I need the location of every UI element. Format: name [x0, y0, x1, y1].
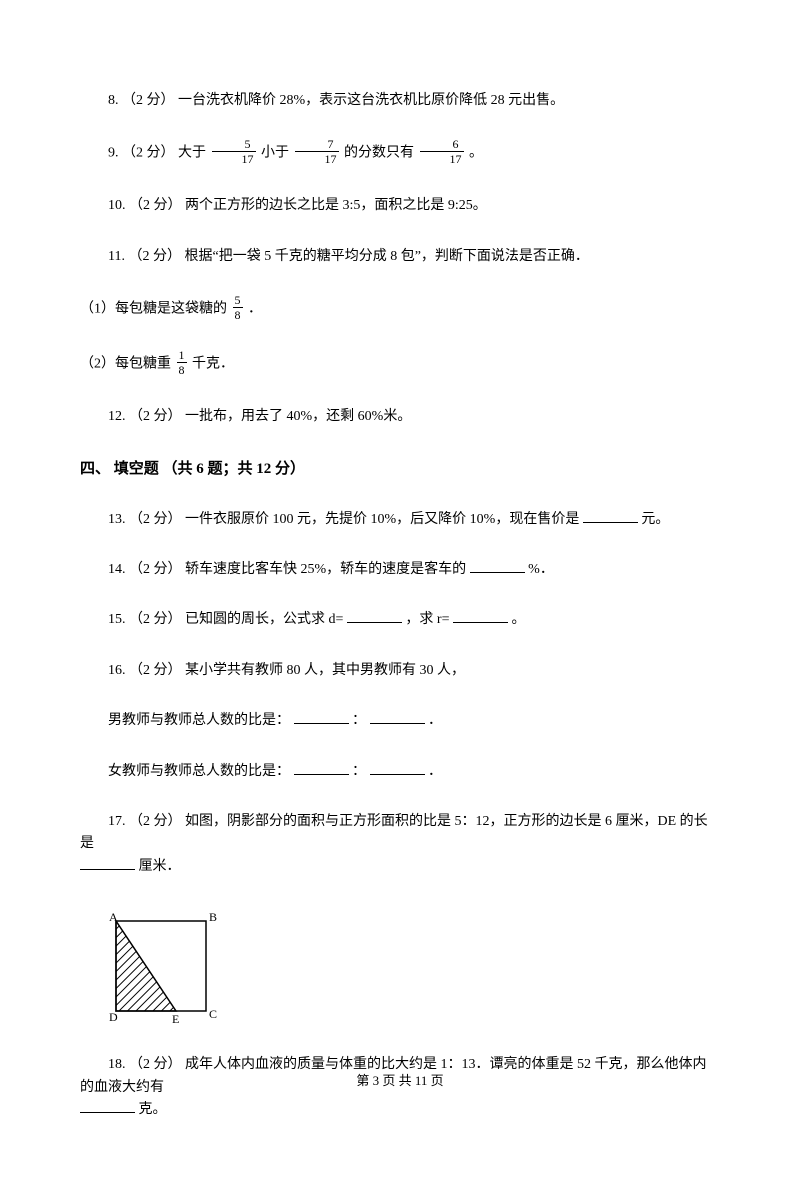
blank-input[interactable] — [470, 559, 525, 573]
question-16: 16. （2 分） 某小学共有教师 80 人，其中男教师有 30 人， — [80, 660, 720, 682]
svg-text:E: E — [172, 1012, 179, 1026]
q-text: ，求 r= — [405, 612, 449, 627]
q-text: 一台洗衣机降价 28%，表示这台洗衣机比原价降低 28 元出售。 — [178, 93, 564, 108]
q-text: 两个正方形的边长之比是 3:5，面积之比是 9:25。 — [185, 198, 487, 213]
q-text: 一批布，用去了 40%，还剩 60%米。 — [185, 409, 411, 424]
q-text: 根据“把一袋 5 千克的糖平均分成 8 包”，判断下面说法是否正确． — [184, 249, 588, 264]
blank-input[interactable] — [370, 761, 425, 775]
q-text: （1）每包糖是这袋糖的 — [80, 302, 231, 317]
q-text: ． — [428, 713, 442, 728]
q-points: （2 分） — [122, 93, 175, 108]
q-number: 13. — [108, 512, 129, 527]
blank-input[interactable] — [453, 609, 508, 623]
q-text: 。 — [469, 146, 483, 161]
q-text: 一件衣服原价 100 元，先提价 10%，后又降价 10%，现在售价是 — [185, 512, 579, 527]
blank-input[interactable] — [80, 856, 135, 870]
question-8: 8. （2 分） 一台洗衣机降价 28%，表示这台洗衣机比原价降低 28 元出售… — [80, 90, 720, 112]
question-17: 17. （2 分） 如图，阴影部分的面积与正方形面积的比是 5：12，正方形的边… — [80, 811, 720, 878]
q-text: 大于 — [178, 146, 210, 161]
question-11-1: （1）每包糖是这袋糖的 58 ． — [80, 296, 720, 323]
q-text: 千克． — [192, 357, 234, 372]
q-text: ： — [352, 713, 366, 728]
q-points: （2 分） — [129, 612, 182, 627]
q-number: 16. — [108, 663, 129, 678]
q-points: （2 分） — [129, 562, 182, 577]
blank-input[interactable] — [294, 710, 349, 724]
q-text: 某小学共有教师 80 人，其中男教师有 30 人， — [185, 663, 465, 678]
q-number: 14. — [108, 562, 129, 577]
q-text: %． — [528, 562, 554, 577]
question-9: 9. （2 分） 大于 517 小于 717 的分数只有 617 。 — [80, 140, 720, 167]
fraction-7-17: 717 — [295, 138, 339, 165]
q-points: （2 分） — [129, 512, 182, 527]
question-13: 13. （2 分） 一件衣服原价 100 元，先提价 10%，后又降价 10%，… — [80, 509, 720, 531]
q-number: 9. — [108, 146, 119, 161]
q-text: 男教师与教师总人数的比是： — [108, 713, 290, 728]
q-text: 已知圆的周长，公式求 d= — [185, 612, 343, 627]
square-triangle-diagram: A B C D E — [96, 906, 720, 1034]
question-10: 10. （2 分） 两个正方形的边长之比是 3:5，面积之比是 9:25。 — [80, 195, 720, 217]
q-number: 11. — [108, 249, 128, 264]
question-15: 15. （2 分） 已知圆的周长，公式求 d= ，求 r= 。 — [80, 609, 720, 631]
question-14: 14. （2 分） 轿车速度比客车快 25%，轿车的速度是客车的 %． — [80, 559, 720, 581]
q-text: （2）每包糖重 — [80, 357, 175, 372]
q-number: 12. — [108, 409, 129, 424]
svg-text:C: C — [209, 1007, 217, 1021]
svg-text:D: D — [109, 1010, 118, 1024]
question-11-2: （2）每包糖重 18 千克． — [80, 351, 720, 378]
blank-input[interactable] — [347, 609, 402, 623]
blank-input[interactable] — [370, 710, 425, 724]
q-text: 元。 — [641, 512, 669, 527]
fraction-6-17: 617 — [420, 138, 464, 165]
svg-text:A: A — [109, 910, 118, 924]
q-points: （2 分） — [129, 198, 182, 213]
q-points: （2 分） — [129, 409, 182, 424]
q-text: ． — [428, 764, 442, 779]
section-4-title: 四、 填空题 （共 6 题；共 12 分） — [80, 457, 720, 481]
q-text: 。 — [511, 612, 525, 627]
blank-input[interactable] — [583, 509, 638, 523]
q-number: 8. — [108, 93, 119, 108]
blank-input[interactable] — [80, 1099, 135, 1113]
q-number: 10. — [108, 198, 129, 213]
svg-text:B: B — [209, 910, 217, 924]
q-line: 17. （2 分） 如图，阴影部分的面积与正方形面积的比是 5：12，正方形的边… — [80, 811, 720, 856]
q-points: （2 分） — [129, 814, 182, 829]
question-12: 12. （2 分） 一批布，用去了 40%，还剩 60%米。 — [80, 406, 720, 428]
question-11: 11. （2 分） 根据“把一袋 5 千克的糖平均分成 8 包”，判断下面说法是… — [80, 246, 720, 268]
q-text: ． — [248, 302, 262, 317]
q-points: （2 分） — [128, 249, 181, 264]
page-footer: 第 3 页 共 11 页 — [0, 1071, 800, 1092]
question-16-a: 男教师与教师总人数的比是： ： ． — [80, 710, 720, 732]
page-content: 8. （2 分） 一台洗衣机降价 28%，表示这台洗衣机比原价降低 28 元出售… — [0, 0, 800, 1190]
q-text: 的分数只有 — [344, 146, 418, 161]
fraction-5-17: 517 — [212, 138, 256, 165]
q-text: 女教师与教师总人数的比是： — [108, 764, 290, 779]
q-text: ： — [352, 764, 366, 779]
q-text: 厘米． — [139, 859, 181, 874]
q-number: 15. — [108, 612, 129, 627]
q-points: （2 分） — [129, 663, 182, 678]
blank-input[interactable] — [294, 761, 349, 775]
q-number: 17. — [108, 814, 129, 829]
question-16-b: 女教师与教师总人数的比是： ： ． — [80, 761, 720, 783]
q-text: 轿车速度比客车快 25%，轿车的速度是客车的 — [185, 562, 466, 577]
q-text: 小于 — [261, 146, 293, 161]
q-text: 克。 — [139, 1102, 167, 1117]
fraction-1-8: 18 — [177, 349, 187, 376]
q-points: （2 分） — [122, 146, 175, 161]
fraction-5-8: 58 — [233, 294, 243, 321]
